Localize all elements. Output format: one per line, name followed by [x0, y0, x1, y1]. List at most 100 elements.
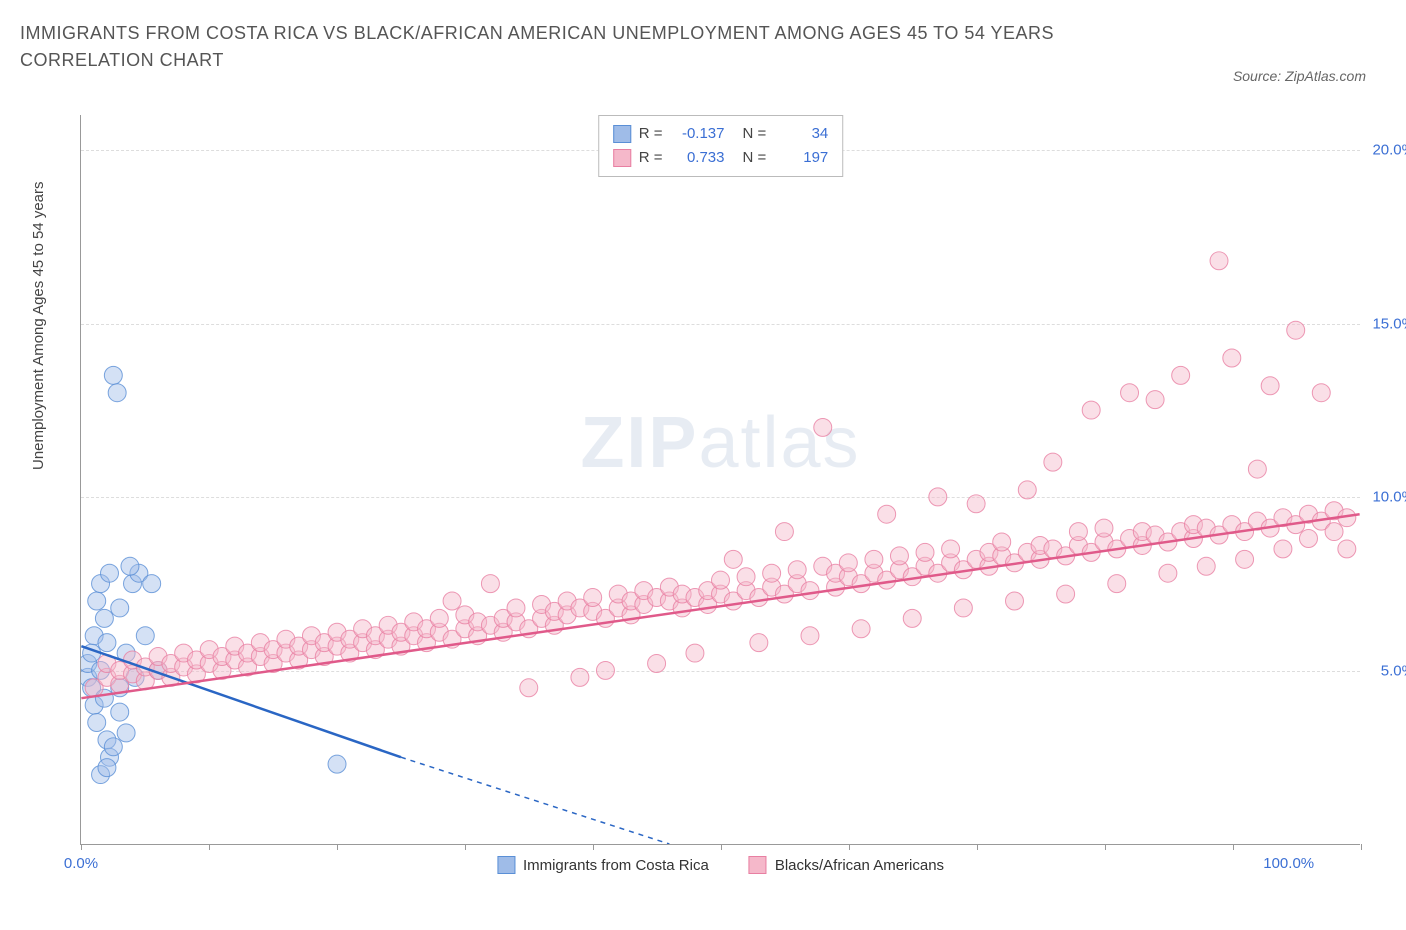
- data-point: [98, 634, 116, 652]
- swatch-bottom-0: [497, 856, 515, 874]
- data-point: [712, 571, 730, 589]
- x-tick: [337, 844, 338, 850]
- data-point: [814, 418, 832, 436]
- data-point: [111, 703, 129, 721]
- data-point: [1108, 575, 1126, 593]
- data-point: [481, 575, 499, 593]
- legend-item-series-1: Blacks/African Americans: [749, 856, 944, 874]
- x-tick: [1105, 844, 1106, 850]
- data-point: [1044, 453, 1062, 471]
- y-tick-label: 15.0%: [1372, 315, 1406, 332]
- data-point: [1248, 460, 1266, 478]
- data-point: [993, 533, 1011, 551]
- plot-area: ZIPatlas R = -0.137 N = 34 R = 0.733 N =…: [80, 115, 1360, 845]
- data-point: [507, 599, 525, 617]
- stats-legend: R = -0.137 N = 34 R = 0.733 N = 197: [598, 115, 844, 177]
- data-point: [1261, 377, 1279, 395]
- data-point: [737, 568, 755, 586]
- x-tick: [593, 844, 594, 850]
- data-point: [929, 488, 947, 506]
- x-tick: [1361, 844, 1362, 850]
- scatter-svg: [81, 115, 1360, 844]
- data-point: [1006, 592, 1024, 610]
- swatch-series-0: [613, 125, 631, 143]
- y-tick-label: 10.0%: [1372, 489, 1406, 506]
- data-point: [916, 543, 934, 561]
- data-point: [1300, 530, 1318, 548]
- data-point: [136, 627, 154, 645]
- data-point: [865, 550, 883, 568]
- data-point: [98, 759, 116, 777]
- data-point: [724, 550, 742, 568]
- data-point: [942, 540, 960, 558]
- data-point: [890, 547, 908, 565]
- data-point: [328, 755, 346, 773]
- data-point: [852, 620, 870, 638]
- data-point: [839, 554, 857, 572]
- chart-title: IMMIGRANTS FROM COSTA RICA VS BLACK/AFRI…: [20, 20, 1120, 74]
- data-point: [1287, 321, 1305, 339]
- data-point: [954, 599, 972, 617]
- data-point: [967, 495, 985, 513]
- data-point: [95, 609, 113, 627]
- y-axis-label: Unemployment Among Ages 45 to 54 years: [30, 181, 47, 470]
- x-tick: [81, 844, 82, 850]
- data-point: [1223, 349, 1241, 367]
- data-point: [104, 366, 122, 384]
- data-point: [1057, 585, 1075, 603]
- data-point: [121, 557, 139, 575]
- data-point: [1338, 540, 1356, 558]
- data-point: [801, 627, 819, 645]
- swatch-series-1: [613, 149, 631, 167]
- x-tick-label: 100.0%: [1263, 855, 1314, 872]
- series-legend: Immigrants from Costa Rica Blacks/Africa…: [497, 856, 944, 874]
- y-tick-label: 20.0%: [1372, 141, 1406, 158]
- data-point: [430, 609, 448, 627]
- data-point: [775, 523, 793, 541]
- data-point: [1197, 557, 1215, 575]
- y-tick-label: 5.0%: [1381, 663, 1406, 680]
- data-point: [88, 592, 106, 610]
- data-point: [143, 575, 161, 593]
- x-tick: [465, 844, 466, 850]
- swatch-bottom-1: [749, 856, 767, 874]
- data-point: [101, 564, 119, 582]
- data-point: [584, 589, 602, 607]
- data-point: [686, 644, 704, 662]
- data-point: [1146, 391, 1164, 409]
- data-point: [1236, 550, 1254, 568]
- x-tick: [721, 844, 722, 850]
- source-attribution: Source: ZipAtlas.com: [1233, 68, 1366, 84]
- legend-item-series-0: Immigrants from Costa Rica: [497, 856, 709, 874]
- data-point: [903, 609, 921, 627]
- data-point: [1274, 540, 1292, 558]
- data-point: [1121, 384, 1139, 402]
- data-point: [878, 505, 896, 523]
- data-point: [104, 738, 122, 756]
- trend-line: [81, 514, 1359, 698]
- data-point: [111, 599, 129, 617]
- x-tick: [849, 844, 850, 850]
- data-point: [1095, 519, 1113, 537]
- x-tick: [209, 844, 210, 850]
- legend-row-series-0: R = -0.137 N = 34: [613, 122, 829, 146]
- data-point: [1159, 564, 1177, 582]
- data-point: [108, 384, 126, 402]
- data-point: [788, 561, 806, 579]
- data-point: [1082, 401, 1100, 419]
- x-tick: [1233, 844, 1234, 850]
- data-point: [1172, 366, 1190, 384]
- data-point: [520, 679, 538, 697]
- data-point: [571, 668, 589, 686]
- trend-line-extrapolated: [401, 757, 669, 844]
- data-point: [1325, 523, 1343, 541]
- x-tick-label: 0.0%: [64, 855, 98, 872]
- data-point: [443, 592, 461, 610]
- x-tick: [977, 844, 978, 850]
- data-point: [1210, 252, 1228, 270]
- data-point: [1018, 481, 1036, 499]
- data-point: [1069, 523, 1087, 541]
- correlation-chart: IMMIGRANTS FROM COSTA RICA VS BLACK/AFRI…: [20, 20, 1386, 910]
- data-point: [763, 564, 781, 582]
- data-point: [596, 661, 614, 679]
